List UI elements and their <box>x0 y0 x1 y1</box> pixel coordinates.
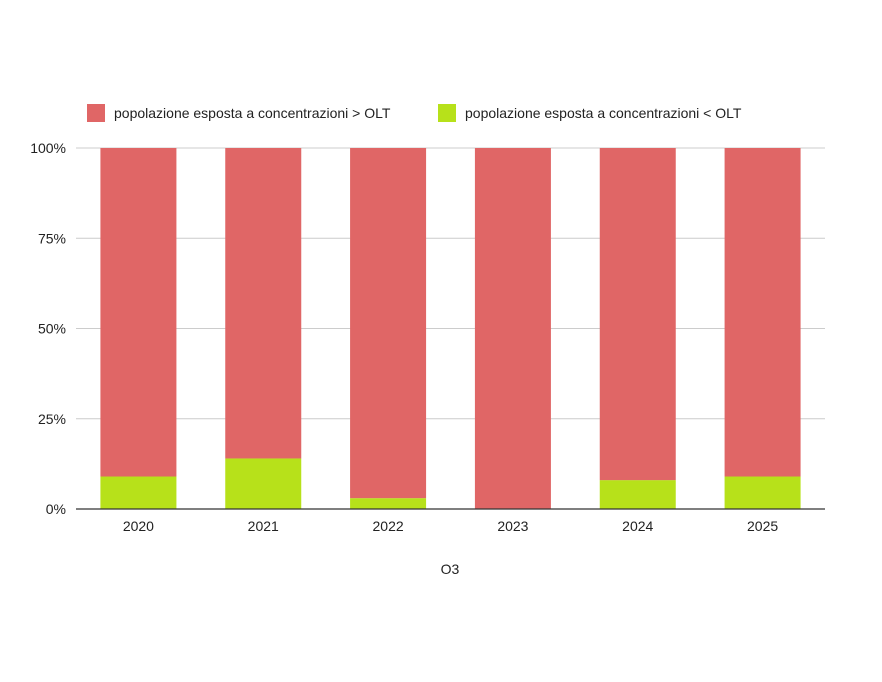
x-tick-label-2023: 2023 <box>497 518 528 534</box>
bar-2022-series-1 <box>350 148 427 499</box>
legend-label-0: popolazione esposta a concentrazioni > O… <box>114 105 391 121</box>
y-tick-label-3: 75% <box>38 230 66 246</box>
bar-2020-series-0 <box>100 476 177 509</box>
x-axis: 2020 2021 2022 2023 2024 2025 <box>76 508 825 534</box>
legend-label-1: popolazione esposta a concentrazioni < O… <box>465 105 742 121</box>
x-tick-label-2021: 2021 <box>248 518 279 534</box>
bar-2021-series-1 <box>225 148 302 459</box>
y-tick-label-2: 50% <box>38 321 66 337</box>
bar-2021-series-0 <box>225 458 302 509</box>
x-tick-label-2025: 2025 <box>747 518 778 534</box>
legend-swatch-0 <box>87 104 105 122</box>
legend: popolazione esposta a concentrazioni > O… <box>87 104 742 122</box>
y-axis: 0% 25% 50% 75% 100% <box>30 140 66 517</box>
x-tick-label-2022: 2022 <box>373 518 404 534</box>
legend-swatch-1 <box>438 104 456 122</box>
x-tick-label-2020: 2020 <box>123 518 154 534</box>
bar-2020-series-1 <box>100 148 177 477</box>
bar-2025-series-1 <box>724 148 801 477</box>
bar-2025-series-0 <box>724 476 801 509</box>
bars <box>100 148 801 509</box>
y-tick-label-4: 100% <box>30 140 66 156</box>
y-tick-label-0: 0% <box>46 501 66 517</box>
bar-2024-series-0 <box>599 480 676 509</box>
gridlines <box>76 147 825 420</box>
x-tick-label-2024: 2024 <box>622 518 653 534</box>
bar-2022-series-0 <box>350 498 427 509</box>
y-tick-label-1: 25% <box>38 411 66 427</box>
bar-2024-series-1 <box>599 148 676 481</box>
x-axis-title: O3 <box>441 561 460 577</box>
bar-2023-series-1 <box>474 148 551 509</box>
